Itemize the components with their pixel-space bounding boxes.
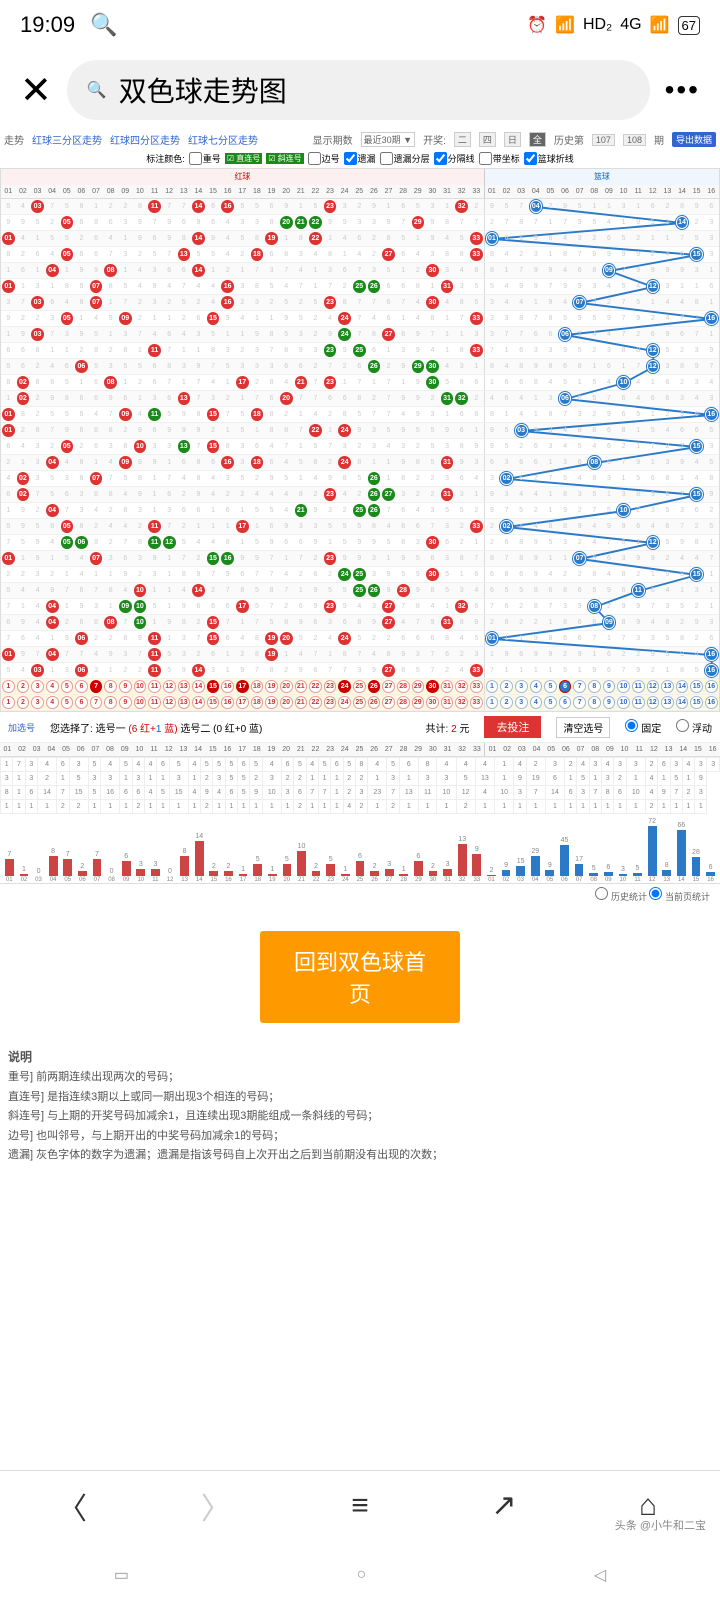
- search-input[interactable]: [119, 74, 630, 106]
- watermark: 头条 @小牛和二宝: [611, 1515, 710, 1535]
- wifi-icon: 📶: [555, 15, 575, 35]
- marker-options: 标注颜色: 重号 ☑ 直连号 ☑ 斜连号 边号 遗漏 遗漏分层 分隔线 带坐标 …: [0, 149, 720, 168]
- more-icon[interactable]: •••: [665, 74, 700, 106]
- marker-chk[interactable]: 遗漏: [344, 152, 376, 165]
- stat-options: 历史统计 当前页统计: [0, 884, 720, 906]
- selection-rows[interactable]: 1234567891011121314151617181920212223242…: [1, 679, 719, 711]
- search-field[interactable]: 🔍: [67, 60, 650, 120]
- day-btn[interactable]: 日: [504, 132, 521, 147]
- home-button[interactable]: 回到双色球首页: [260, 931, 460, 1023]
- history-label: 历史第: [554, 132, 584, 147]
- add-sel[interactable]: 加选号: [8, 721, 35, 734]
- clear-button[interactable]: 清空选号: [556, 717, 610, 738]
- battery-level: 67: [678, 16, 700, 35]
- fixed-radio[interactable]: 固定: [625, 719, 661, 735]
- menu-icon[interactable]: ≡: [288, 1471, 432, 1540]
- day-btn[interactable]: 四: [479, 132, 496, 147]
- number-header: 0102030405060708091011121314151617181920…: [1, 185, 719, 199]
- period-select[interactable]: 最近30期 ▼: [361, 132, 415, 147]
- marker-chk[interactable]: 遗漏分层: [380, 152, 430, 165]
- blue-zone-header: 篮球: [485, 169, 719, 185]
- hd-indicator: HD₂: [583, 16, 612, 34]
- tab-item[interactable]: 红球七分区走势: [188, 132, 258, 147]
- marker-chk[interactable]: ☑ 直连号: [225, 153, 262, 164]
- tab-item[interactable]: 走势: [4, 132, 24, 147]
- marker-chk[interactable]: 带坐标: [479, 152, 520, 165]
- close-icon[interactable]: ✕: [20, 68, 52, 113]
- search-icon: 🔍: [87, 80, 107, 100]
- hist-num[interactable]: 108: [623, 134, 646, 146]
- share-icon[interactable]: ↗: [432, 1471, 576, 1540]
- net-indicator: 4G: [620, 16, 641, 34]
- chart-rows: 5403758122811771461655691523329165313229…: [1, 199, 719, 679]
- marker-chk[interactable]: 分隔线: [434, 152, 475, 165]
- trend-chart: 红球 篮球 0102030405060708091011121314151617…: [0, 168, 720, 712]
- explain-title: 说明: [8, 1048, 712, 1065]
- signal-icon: 📶: [650, 15, 670, 35]
- search-icon: 🔍: [90, 12, 117, 38]
- trend-tabs: 走势 红球三分区走势 红球四分区走势 红球七分区走势 显示期数 最近30期 ▼ …: [0, 130, 720, 149]
- frequency-bars: 7011020038047052067070086093103110128131…: [0, 814, 720, 884]
- status-time: 19:09: [20, 12, 75, 38]
- system-nav: ▭ ○ ◁: [0, 1550, 720, 1600]
- day-btn[interactable]: 全: [529, 132, 546, 147]
- marker-chk[interactable]: 篮球折线: [524, 152, 574, 165]
- marker-chk[interactable]: 重号: [189, 152, 221, 165]
- recent-icon[interactable]: ▭: [114, 1565, 129, 1585]
- back-icon[interactable]: 〈: [0, 1471, 144, 1540]
- marker-chk[interactable]: ☑ 斜连号: [266, 153, 303, 164]
- float-radio[interactable]: 浮动: [676, 719, 712, 735]
- sys-home-icon[interactable]: ○: [357, 1566, 367, 1584]
- go-bet-button[interactable]: 去投注: [484, 716, 541, 738]
- draw-label: 开奖:: [423, 132, 446, 147]
- period-unit: 期: [654, 132, 664, 147]
- tab-item[interactable]: 红球三分区走势: [32, 132, 102, 147]
- marker-chk[interactable]: 边号: [308, 152, 340, 165]
- periods-label: 显示期数: [313, 132, 353, 147]
- forward-icon[interactable]: 〉: [144, 1471, 288, 1540]
- explanation: 说明 重号] 前两期连续出现两次的号码；直连号] 是指连续3期以上或同一期出现3…: [0, 1048, 720, 1165]
- export-button[interactable]: 导出数据: [672, 132, 716, 147]
- day-btn[interactable]: 二: [454, 132, 471, 147]
- red-zone-header: 红球: [1, 169, 485, 185]
- app-header: ✕ 🔍 •••: [0, 50, 720, 130]
- hist-num[interactable]: 107: [592, 134, 615, 146]
- sys-back-icon[interactable]: ◁: [594, 1565, 606, 1585]
- stats-section: 0102030405060708091011121314151617181920…: [0, 743, 720, 814]
- marker-label: 标注颜色:: [146, 152, 185, 165]
- bet-bar: 加选号 您选择了: 选号一 (6 红+1 蓝) 选号二 (0 红+0 蓝) 共计…: [0, 712, 720, 743]
- alarm-icon: ⏰: [527, 15, 547, 35]
- status-bar: 19:09 🔍 ⏰ 📶 HD₂ 4G 📶 67: [0, 0, 720, 50]
- tab-item[interactable]: 红球四分区走势: [110, 132, 180, 147]
